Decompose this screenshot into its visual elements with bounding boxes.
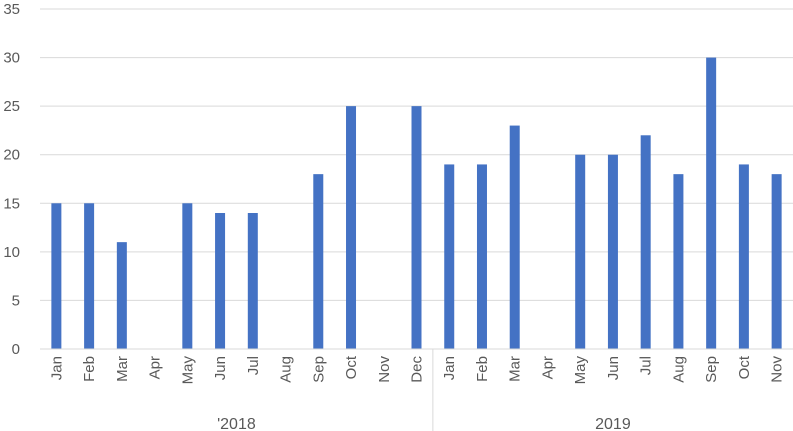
x-tick-label: Aug (670, 356, 687, 383)
y-tick-label: 30 (3, 50, 20, 67)
y-tick-label: 0 (12, 341, 20, 358)
x-tick-label: Mar (507, 356, 524, 382)
bar (116, 242, 127, 349)
x-tick-label: Oct (343, 355, 360, 379)
x-tick-label: Jan (441, 356, 458, 380)
x-tick-label: Apr (147, 356, 164, 379)
y-tick-label: 35 (3, 1, 20, 18)
bar (738, 164, 749, 349)
bar (51, 203, 62, 349)
bar (411, 106, 422, 350)
bar (313, 174, 324, 349)
bar (706, 57, 717, 349)
y-tick-label: 25 (3, 98, 20, 115)
x-tick-label: Aug (278, 356, 295, 383)
x-tick-label: Oct (736, 355, 753, 379)
x-tick-label: Jul (245, 356, 262, 375)
x-tick-label: May (179, 356, 196, 385)
x-axis-groups: '2018 2019 (217, 349, 631, 431)
x-axis-ticks: Jan Feb Mar Apr May Jun Jul Aug Sep Oct Nov Dec Jan F… (48, 355, 785, 384)
bar (607, 154, 618, 349)
bar (215, 213, 226, 349)
bar (771, 174, 782, 349)
x-tick-label: Jul (638, 356, 655, 375)
y-axis-ticks: 0 5 10 15 20 25 30 35 (3, 1, 20, 358)
x-tick-label: Nov (769, 356, 786, 383)
y-tick-label: 10 (3, 244, 20, 261)
x-group-label: '2018 (217, 416, 256, 431)
x-tick-label: Sep (310, 356, 327, 383)
x-tick-label: Dec (409, 356, 426, 383)
x-tick-label: Nov (376, 356, 393, 383)
bar (673, 174, 684, 349)
bars (51, 57, 782, 350)
x-group-label: 2019 (595, 416, 631, 431)
x-tick-label: Feb (81, 356, 98, 382)
x-tick-label: Sep (703, 356, 720, 383)
bar (84, 203, 95, 349)
bar (476, 164, 487, 349)
x-tick-label: Apr (539, 356, 556, 379)
bar (640, 135, 651, 349)
x-tick-label: Jun (212, 356, 229, 380)
x-tick-label: Mar (114, 356, 131, 382)
x-tick-label: May (572, 356, 589, 385)
x-tick-label: Feb (474, 356, 491, 382)
bar (509, 125, 520, 349)
y-tick-label: 20 (3, 147, 20, 164)
bar (346, 106, 357, 350)
x-tick-label: Jun (605, 356, 622, 380)
y-tick-label: 5 (12, 292, 20, 309)
bar (182, 203, 193, 349)
bar (575, 154, 586, 349)
y-tick-label: 15 (3, 195, 20, 212)
x-tick-label: Jan (48, 356, 65, 380)
bar (444, 164, 455, 349)
bar (247, 213, 258, 349)
